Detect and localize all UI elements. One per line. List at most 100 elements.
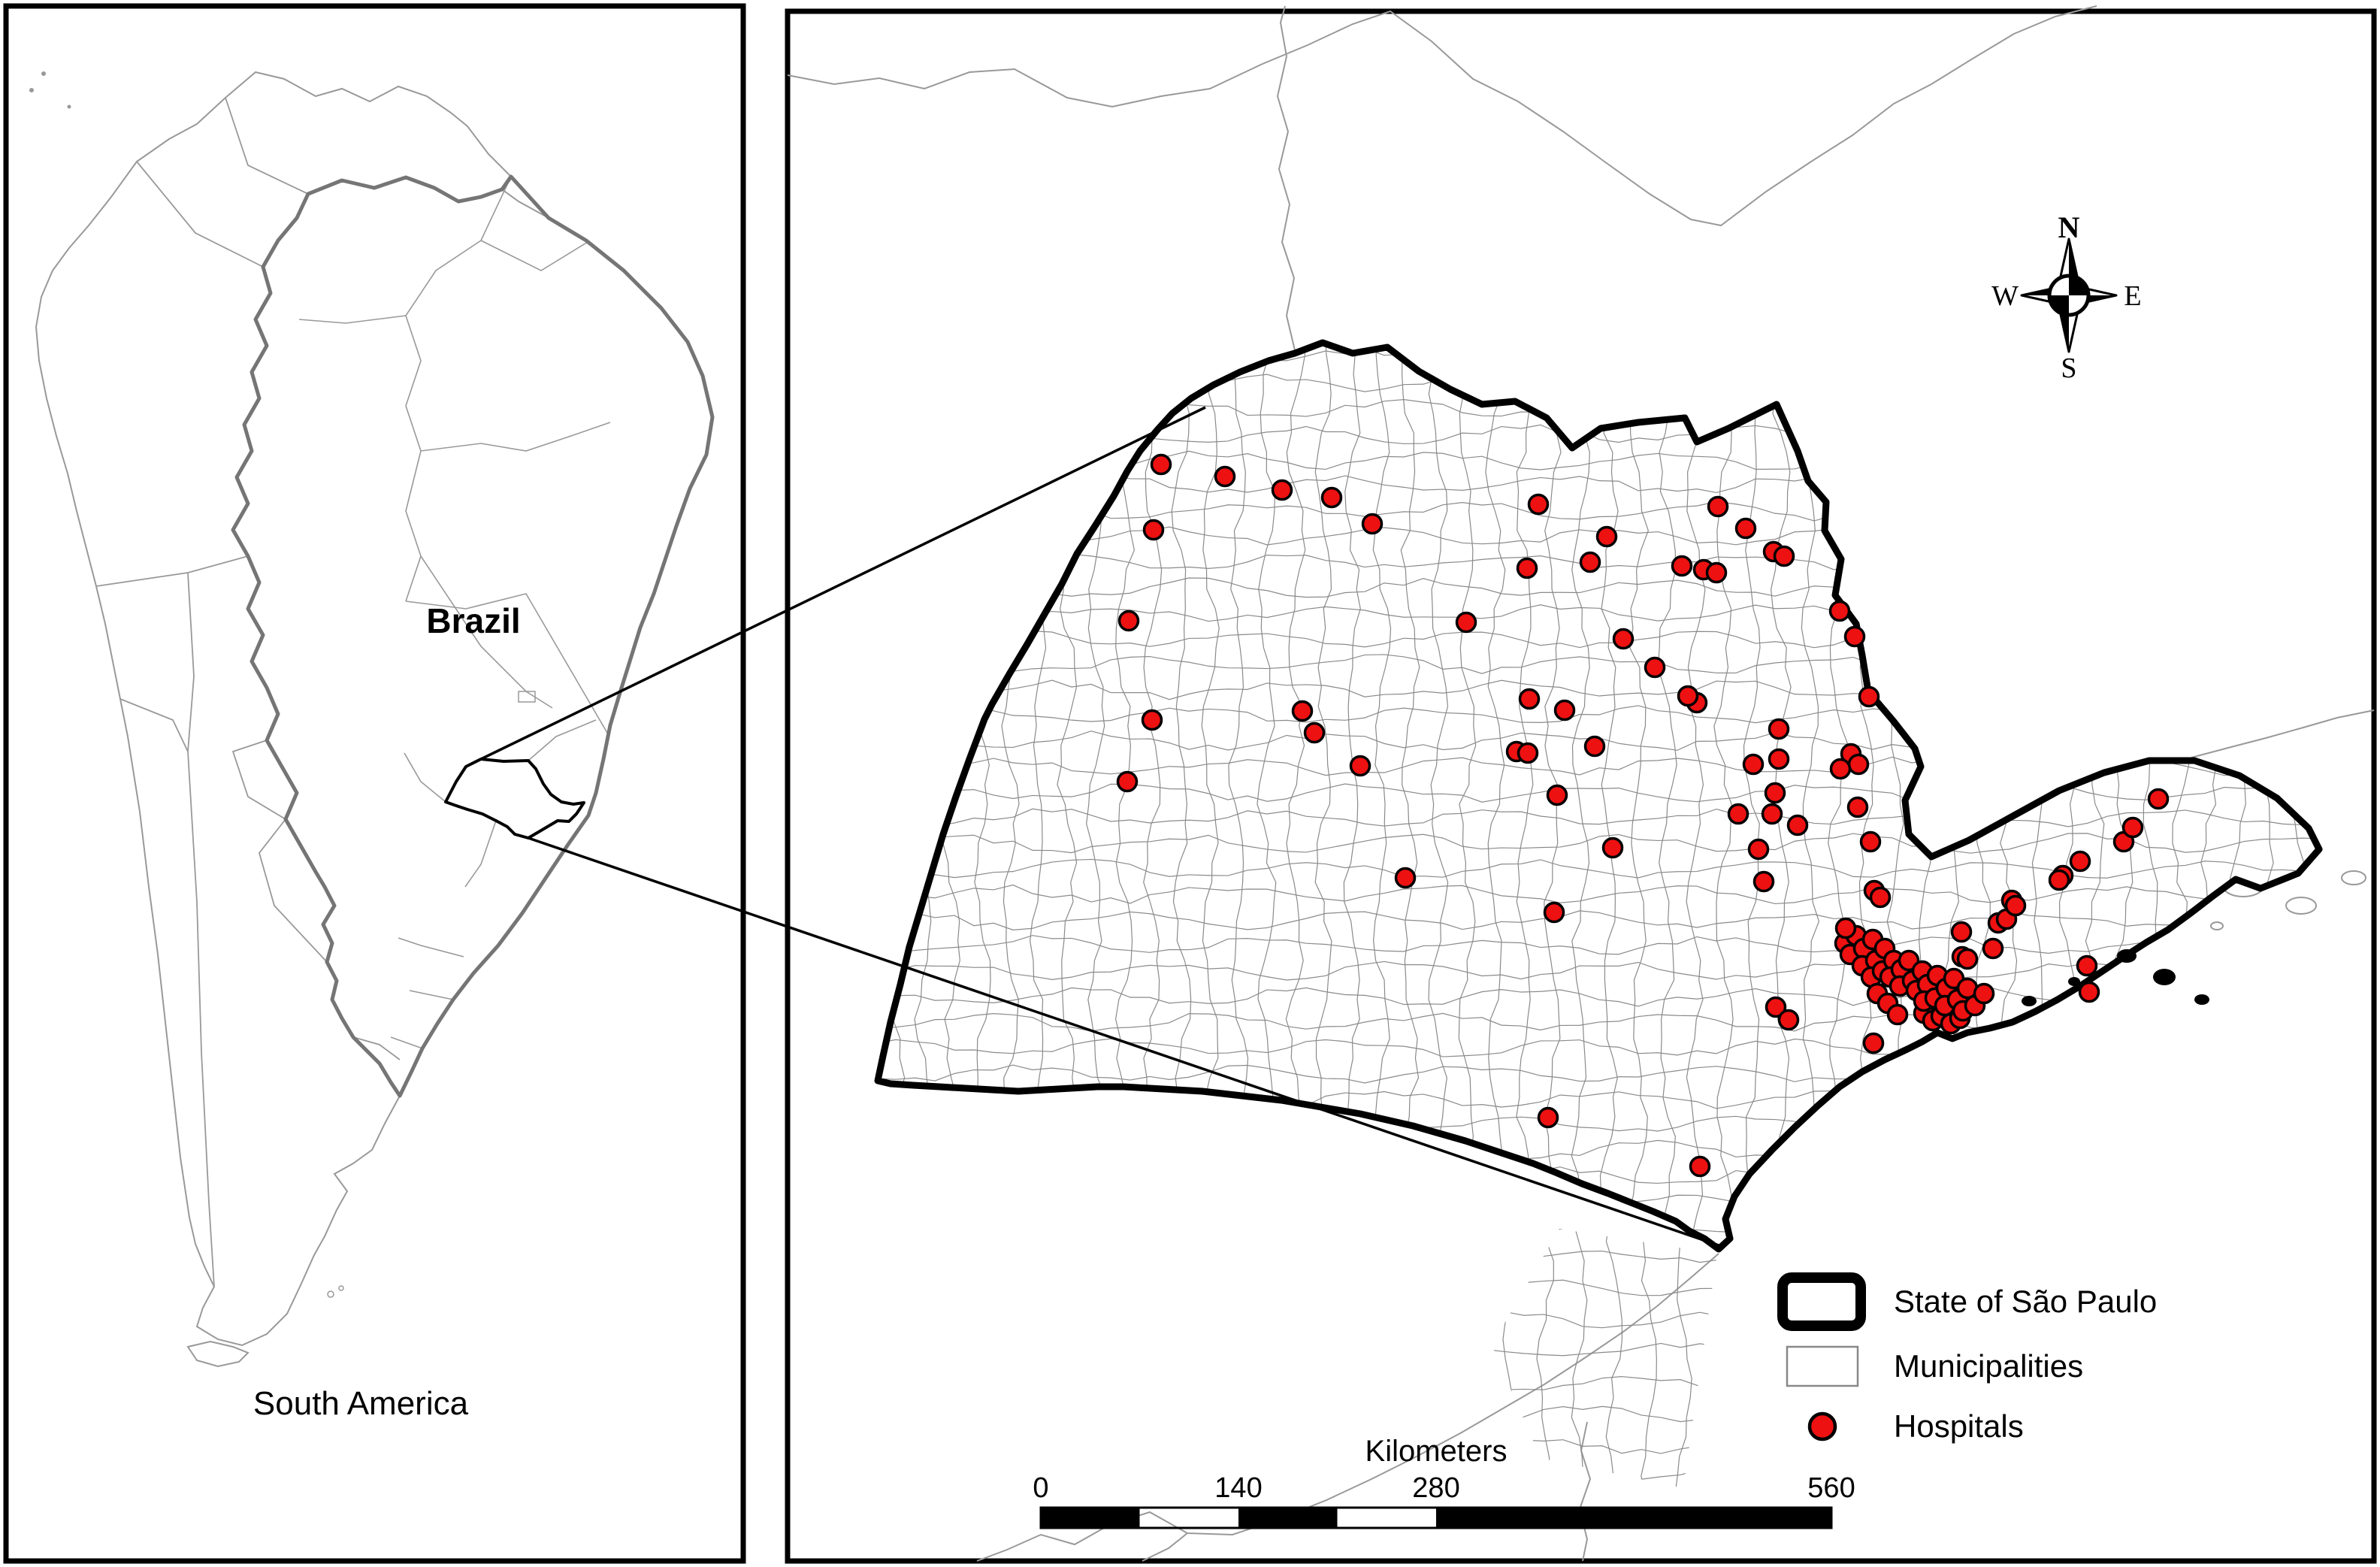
legend-swatch-state-outline [1777, 1272, 1866, 1331]
caribbean-island-speck [29, 88, 34, 92]
municipality-border-line [878, 858, 2319, 879]
hospital-dot [1553, 699, 1576, 721]
hospital-dot [1537, 1106, 1559, 1129]
hospital-dot [1455, 611, 1477, 634]
hospital-dot [1546, 784, 1568, 806]
legend-label-state: State of São Paulo [1894, 1284, 2157, 1319]
hospital-dot [1361, 513, 1384, 535]
legend-item-hospitals: Hospitals [1807, 1408, 2024, 1444]
hospital-dot [1973, 982, 1995, 1005]
hospital-dot [1689, 1155, 1711, 1178]
caribbean-island-speck [41, 71, 46, 76]
hospital-dot [1950, 921, 1973, 943]
inset-panel-south-america: Brazil South America [3, 3, 746, 1564]
hospital-dot [1527, 493, 1550, 516]
coastal-islands [2022, 949, 2209, 1006]
hospital-dot [1742, 753, 1765, 776]
municipality-border-line [1674, 1229, 1692, 1488]
scale-bar-title: Kilometers [1365, 1435, 1508, 1468]
hospital-dot [1828, 600, 1851, 622]
scale-bar: Kilometers 0 140 280 560 [1033, 1435, 1855, 1529]
hospital-dot [1707, 495, 1729, 518]
tierra-del-fuego-outline [186, 1340, 249, 1368]
hospital-dot [1862, 1032, 1885, 1054]
south-america-label: South America [253, 1385, 469, 1422]
hospital-dot [1543, 901, 1565, 924]
municipality-border-line [1743, 343, 1761, 1249]
hospital-dot [1859, 830, 1882, 853]
brazil-label: Brazil [426, 601, 520, 640]
hospital-dot [1734, 517, 1757, 540]
municipality-border-line [878, 910, 2319, 930]
municipality-border-line [878, 782, 2319, 803]
hospital-dot [1843, 625, 1866, 648]
hospital-dot [1141, 709, 1163, 731]
municipality-border-line [1686, 343, 1706, 1249]
hospital-dot [1303, 721, 1326, 744]
compass-rose: N S W E [1991, 210, 2142, 384]
brazil-state-lines [298, 176, 611, 1049]
hospital-dot [1320, 486, 1343, 509]
scale-bar-outline [1039, 1506, 1833, 1529]
hospital-dot [2048, 869, 2070, 891]
scale-bar-black-segment [1238, 1508, 1338, 1528]
hospital-dot [1644, 656, 1666, 679]
hospital-dot [1982, 937, 2004, 960]
hospital-dot [1747, 838, 1770, 861]
inset-panel-frame [3, 3, 746, 1564]
hospital-dot [2121, 816, 2144, 839]
hospital-dot [1886, 1003, 1909, 1026]
hospital-dot [2076, 954, 2098, 977]
falkland-island-speck [338, 1285, 344, 1291]
hospital-dot [1671, 555, 1693, 577]
hospital-dot [1773, 545, 1795, 567]
hospital-dot [1601, 836, 1624, 859]
scale-bar-black-segment [1041, 1508, 1140, 1528]
hospital-dot [1846, 796, 1869, 818]
municipality-border-line [1571, 343, 1591, 1249]
municipality-border-line [1544, 343, 1562, 1249]
hospital-dot [1786, 814, 1809, 836]
municipality-border-line [1516, 343, 1534, 1249]
hospital-dot [1612, 628, 1635, 650]
hospital-dot [1583, 735, 1606, 758]
hospital-dot [1705, 561, 1728, 584]
hospital-dot [1117, 610, 1140, 632]
legend-item-municipalities: Municipalities [1786, 1345, 2083, 1387]
inset-connector-line-bottom [528, 836, 1722, 1248]
hospital-dot [1677, 685, 1699, 707]
hospital-dot [1834, 917, 1857, 939]
hospital-dot [1764, 782, 1786, 804]
inset-connector-line-top [480, 406, 1206, 761]
scale-tick-140: 140 [1214, 1472, 1262, 1504]
hospital-dot [1956, 948, 1979, 970]
brazil-border [231, 174, 715, 1098]
distrito-federal-outline [518, 691, 536, 703]
hospital-dot [1516, 557, 1538, 579]
municipality-border-line [1492, 1342, 1717, 1357]
hospital-dot [1291, 700, 1314, 722]
caribbean-island-speck [67, 104, 71, 109]
municipality-border-line [878, 884, 2319, 905]
municipality-border-line [1571, 1229, 1588, 1488]
hospital-dot [1517, 742, 1539, 764]
hospital-dot [1271, 479, 1293, 501]
main-panel-sao-paulo [785, 5, 2377, 1564]
scale-bar-black-segment [1436, 1508, 1831, 1528]
hospital-dot [1349, 755, 1371, 777]
hospital-dot [1142, 519, 1165, 541]
scale-tick-280: 280 [1412, 1472, 1459, 1504]
compass-west-label: W [1991, 280, 2019, 312]
hospital-dot [2069, 850, 2091, 873]
hospital-dot [1869, 886, 1892, 909]
scale-tick-0: 0 [1033, 1472, 1048, 1504]
hospital-dot [1727, 803, 1749, 825]
municipality-border-line [1485, 343, 1506, 1249]
municipality-border-line [1628, 343, 1649, 1249]
legend-swatch-hospital-dot [1807, 1411, 1837, 1441]
background-boundaries [787, 5, 2375, 1562]
hospital-dot [1595, 525, 1618, 548]
municipality-border-line [1605, 1229, 1623, 1488]
municipality-border-line [1599, 343, 1619, 1249]
hospital-dot [1768, 748, 1790, 770]
